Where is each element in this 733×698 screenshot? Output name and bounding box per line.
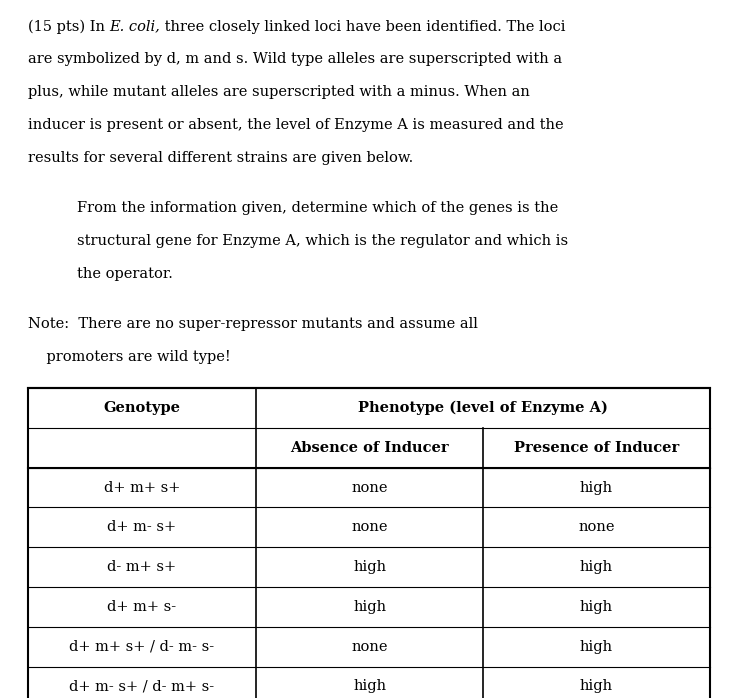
- Text: d+ m+ s+ / d- m- s-: d+ m+ s+ / d- m- s-: [70, 639, 215, 654]
- Text: d+ m+ s+: d+ m+ s+: [104, 480, 180, 495]
- Text: high: high: [580, 560, 613, 574]
- Text: Genotype: Genotype: [103, 401, 180, 415]
- Text: high: high: [353, 679, 386, 694]
- Text: high: high: [353, 600, 386, 614]
- Text: From the information given, determine which of the genes is the: From the information given, determine wh…: [77, 201, 559, 215]
- Text: plus, while mutant alleles are superscripted with a minus. When an: plus, while mutant alleles are superscri…: [28, 85, 530, 99]
- Text: Note:  There are no super-repressor mutants and assume all: Note: There are no super-repressor mutan…: [28, 317, 478, 331]
- Text: the operator.: the operator.: [77, 267, 173, 281]
- Text: results for several different strains are given below.: results for several different strains ar…: [28, 151, 413, 165]
- Text: inducer is present or absent, the level of Enzyme A is measured and the: inducer is present or absent, the level …: [28, 118, 564, 132]
- Text: high: high: [353, 560, 386, 574]
- Text: d+ m+ s-: d+ m+ s-: [108, 600, 177, 614]
- Text: none: none: [578, 520, 615, 535]
- Text: promoters are wild type!: promoters are wild type!: [28, 350, 231, 364]
- Text: high: high: [580, 679, 613, 694]
- Text: d- m+ s+: d- m+ s+: [108, 560, 177, 574]
- Text: high: high: [580, 480, 613, 495]
- Text: Phenotype (level of Enzyme A): Phenotype (level of Enzyme A): [358, 401, 608, 415]
- Text: high: high: [580, 639, 613, 654]
- Text: (15 pts) In: (15 pts) In: [28, 20, 109, 34]
- Text: Presence of Inducer: Presence of Inducer: [514, 440, 679, 455]
- Text: none: none: [351, 520, 388, 535]
- Text: E. coli,: E. coli,: [109, 20, 161, 34]
- Text: d+ m- s+ / d- m+ s-: d+ m- s+ / d- m+ s-: [70, 679, 215, 694]
- Text: structural gene for Enzyme A, which is the regulator and which is: structural gene for Enzyme A, which is t…: [77, 234, 568, 248]
- Text: three closely linked loci have been identified. The loci: three closely linked loci have been iden…: [161, 20, 566, 34]
- Bar: [28, 388, 710, 698]
- Text: d+ m- s+: d+ m- s+: [108, 520, 177, 535]
- Text: none: none: [351, 480, 388, 495]
- Text: high: high: [580, 600, 613, 614]
- Text: Absence of Inducer: Absence of Inducer: [290, 440, 449, 455]
- Text: are symbolized by d, m and s. Wild type alleles are superscripted with a: are symbolized by d, m and s. Wild type …: [28, 52, 562, 66]
- Text: none: none: [351, 639, 388, 654]
